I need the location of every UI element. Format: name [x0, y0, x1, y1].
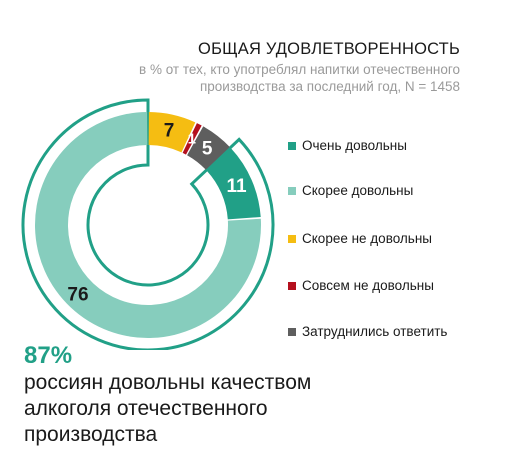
- legend-swatch: [288, 141, 296, 150]
- donut-slice: [187, 126, 230, 170]
- donut-label: 11: [227, 176, 248, 197]
- donut-slice: [182, 123, 202, 155]
- chart-subtitle: в % от тех, кто употреблял напитки отече…: [139, 62, 460, 94]
- legend-label: Скорее довольны: [302, 183, 414, 198]
- legend-label: Очень довольны: [302, 138, 407, 153]
- legend-item: Совсем не довольны: [288, 278, 434, 293]
- legend-swatch: [288, 281, 296, 290]
- donut-slice: [206, 148, 261, 220]
- legend-item: Затруднились ответить: [288, 324, 447, 339]
- legend-item: Скорее довольны: [288, 183, 413, 198]
- legend-swatch: [288, 234, 296, 243]
- donut-label: 5: [202, 138, 213, 159]
- highlight-percent: 87%: [24, 342, 73, 369]
- donut-chart: 7 1 5 11 76: [21, 98, 275, 350]
- legend-item: Очень довольны: [288, 138, 407, 153]
- legend-label: Совсем не довольны: [302, 278, 434, 293]
- legend-swatch: [288, 186, 296, 195]
- donut-label: 7: [164, 120, 175, 141]
- legend-swatch: [288, 327, 296, 336]
- chart-title: ОБЩАЯ УДОВЛЕТВОРЕННОСТЬ: [198, 40, 460, 58]
- legend-label: Скорее не довольны: [302, 231, 432, 246]
- satisfied-outline: [21, 98, 275, 350]
- legend-item: Скорее не довольны: [288, 231, 432, 246]
- legend-label: Затруднились ответить: [302, 324, 448, 339]
- donut-slice: [148, 112, 196, 153]
- highlight-caption: россиян довольны качеством алкоголя отеч…: [24, 371, 312, 446]
- donut-label: 1: [188, 131, 196, 148]
- donut-label: 76: [67, 285, 88, 306]
